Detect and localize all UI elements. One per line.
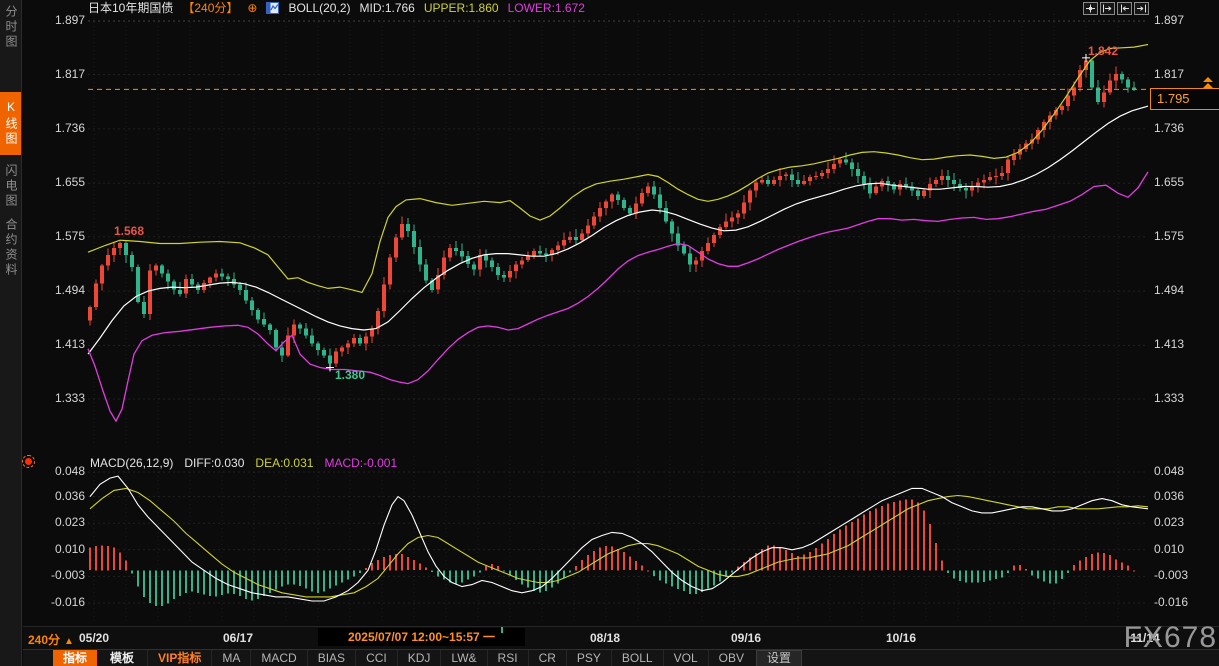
axis-tick-label: 0.010	[54, 541, 85, 556]
toolbar-tab-BOLL[interactable]: BOLL	[610, 650, 663, 666]
sidebar-item-2[interactable]: 闪电图	[4, 164, 18, 209]
period-low-label: 1.380	[335, 368, 366, 382]
price-up-arrows-icon	[1203, 77, 1215, 88]
toolbar-tab-CR[interactable]: CR	[527, 650, 566, 666]
instrument-title: 日本10年期国债	[88, 1, 174, 15]
swing-high-label: 1.568	[114, 224, 145, 238]
sidebar-item-0[interactable]: 分时图	[4, 5, 18, 50]
toolbar-tab-设置[interactable]: 设置	[755, 650, 802, 666]
sidebar-item-1[interactable]: K线图	[0, 92, 21, 155]
macd-dea-value: DEA:0.031	[255, 456, 314, 470]
axis-tick-label: 1.817	[1154, 66, 1185, 81]
chart-tool-buttons	[1083, 2, 1149, 15]
expand-x-axis-icon[interactable]	[1117, 2, 1132, 15]
macd-header: MACD(26,12,9) DIFF:0.030 DEA:0.031 MACD:…	[90, 456, 397, 470]
watermark: FX678	[1123, 621, 1217, 654]
time-tick-label: 11/14	[1130, 631, 1160, 645]
toolbar-tab-OBV[interactable]: OBV	[707, 650, 754, 666]
toolbar-tab-LW&[interactable]: LW&	[440, 650, 486, 666]
axis-tick-label: 1.413	[1154, 337, 1185, 352]
bar-marker-tick	[501, 627, 503, 633]
toolbar-tab-MA[interactable]: MA	[211, 650, 250, 666]
macd-diff-value: DIFF:0.030	[184, 456, 245, 470]
toolbar-tab-指标[interactable]: 指标	[53, 650, 98, 666]
period-tag[interactable]: 【240分】	[182, 1, 239, 15]
macd-indicator-label: MACD(26,12,9)	[90, 456, 174, 470]
period-label[interactable]: 240分 ▲	[28, 633, 74, 647]
axis-tick-label: -0.016	[50, 595, 85, 609]
boll-indicator-label: BOLL(20,2)	[288, 0, 351, 15]
boll-mid-value: MID:1.766	[359, 0, 415, 15]
time-axis[interactable]: 240分 ▲ 2025/07/07 12:00~15:57 一 05/20 06/1…	[23, 626, 1219, 649]
move-crosshair-icon[interactable]	[1083, 2, 1098, 15]
period-arrow-icon: ▲	[64, 636, 74, 647]
toolbar-tab-PSY[interactable]: PSY	[565, 650, 611, 666]
pan-right-icon[interactable]	[1134, 2, 1149, 15]
axis-tick-label: 1.736	[1154, 120, 1185, 135]
axis-tick-label: 1.494	[1154, 283, 1185, 298]
time-tick-label: 06/17	[222, 631, 254, 645]
axis-tick-label: 0.048	[1154, 464, 1185, 478]
time-tick-label: 05/20	[78, 631, 110, 645]
macd-value: MACD:-0.001	[324, 456, 398, 470]
chart-type-sidebar: 分时图 K线图闪电图合约资料	[0, 0, 22, 666]
axis-tick-label: 0.048	[54, 464, 85, 478]
sidebar-item-3[interactable]: 合约资料	[4, 218, 18, 278]
boll-lower-value: LOWER:1.672	[507, 0, 585, 15]
axis-tick-label: -0.003	[50, 568, 85, 583]
axis-tick-label: 1.897	[54, 13, 85, 27]
axis-tick-label: 1.655	[1154, 175, 1185, 190]
toolbar-tab-VIP指标[interactable]: VIP指标	[147, 650, 211, 666]
axis-tick-label: 0.023	[54, 515, 85, 530]
axis-tick-label: 1.655	[54, 175, 85, 190]
axis-tick-label: 1.897	[1154, 13, 1185, 27]
toolbar-tab-模板[interactable]: 模板	[110, 651, 135, 665]
axis-tick-label: 1.736	[54, 120, 85, 135]
compress-x-axis-icon[interactable]	[1100, 2, 1115, 15]
current-price-badge: 1.795	[1150, 88, 1219, 110]
axis-tick-label: -0.003	[1154, 568, 1189, 583]
axis-tick-label: 1.333	[54, 391, 85, 405]
chart-style-icon[interactable]	[266, 1, 280, 14]
axis-tick-label: -0.016	[1154, 595, 1189, 609]
axis-tick-label: 0.036	[1154, 488, 1185, 503]
toolbar-tab-CCI[interactable]: CCI	[355, 650, 397, 666]
axis-tick-label: 1.494	[54, 283, 85, 298]
axis-tick-label: 1.333	[1154, 391, 1185, 405]
axis-tick-label: 1.575	[1154, 228, 1185, 243]
selected-bar-datetime: 2025/07/07 12:00~15:57 一	[318, 628, 525, 646]
axis-tick-label: 0.036	[54, 488, 85, 503]
add-favorite-icon[interactable]: ⊕	[247, 0, 258, 15]
toolbar-tab-BIAS[interactable]: BIAS	[306, 650, 355, 666]
boll-upper-value: UPPER:1.860	[423, 0, 499, 15]
macd-panel-indicator-icon[interactable]	[22, 455, 35, 468]
time-tick-label: 08/18	[589, 631, 621, 645]
indicator-toolbar: 指标 模板 VIP指标 MA MACD BIAS CCI KDJ LW& RSI CR PSY BOLL…	[23, 649, 1219, 666]
time-tick-label: 10/16	[885, 631, 917, 645]
axis-tick-label: 0.023	[1154, 515, 1185, 530]
toolbar-tab-MACD[interactable]: MACD	[250, 650, 306, 666]
axis-tick-label: 1.575	[54, 228, 85, 243]
chart-header: 日本10年期国债 【240分】 ⊕ BOLL(20,2) MID:1.766 U…	[88, 0, 585, 16]
axis-tick-label: 0.010	[1154, 541, 1185, 556]
axis-tick-label: 1.817	[54, 66, 85, 81]
toolbar-tab-RSI[interactable]: RSI	[486, 650, 528, 666]
axis-tick-label: 1.413	[54, 337, 85, 352]
time-tick-label: 09/16	[730, 631, 762, 645]
toolbar-tab-KDJ[interactable]: KDJ	[396, 650, 441, 666]
period-high-label: 1.842	[1088, 44, 1119, 58]
toolbar-tab-VOL[interactable]: VOL	[662, 650, 708, 666]
